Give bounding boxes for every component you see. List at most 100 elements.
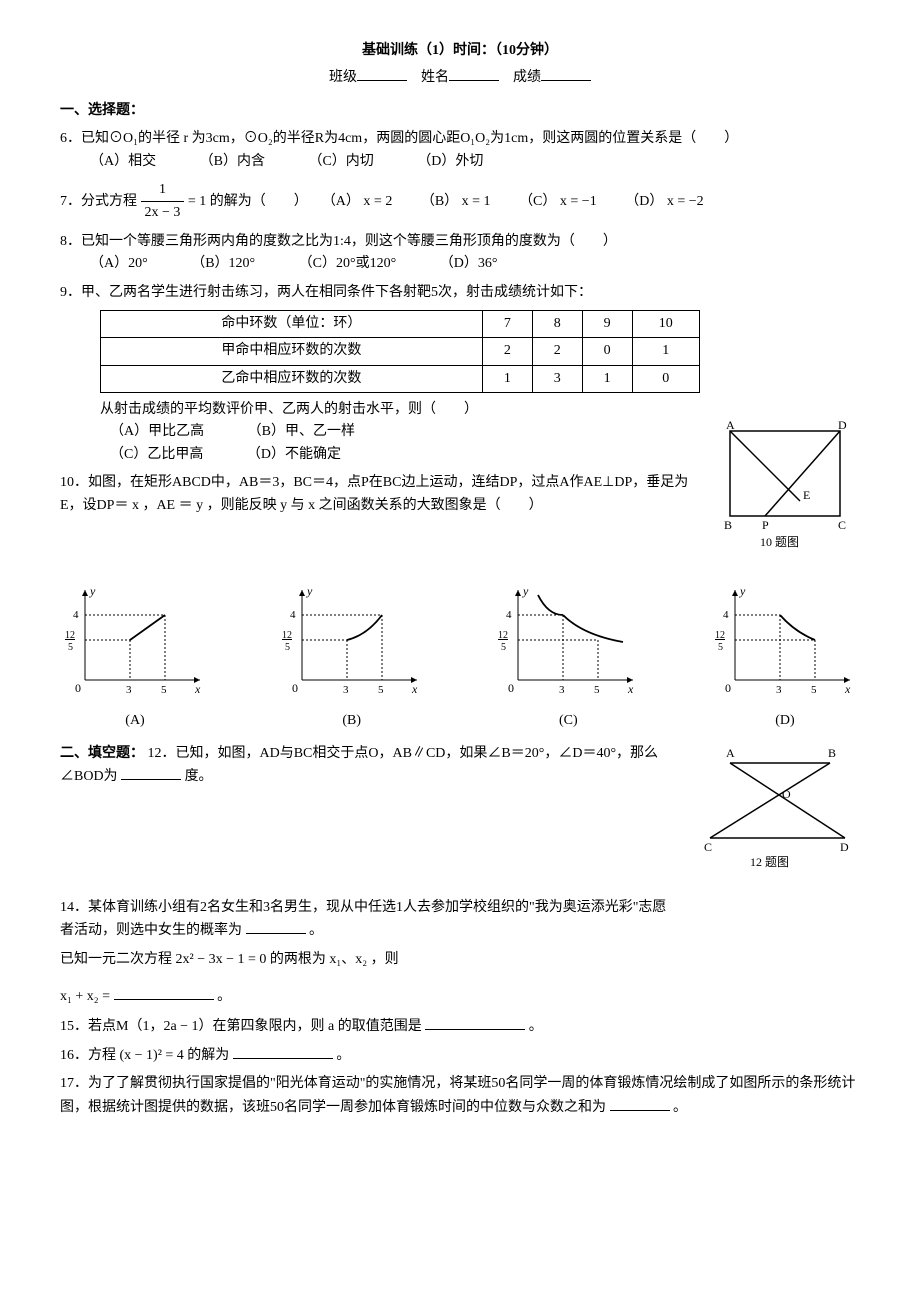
q10-opt-a-label: (A) <box>60 710 210 732</box>
svg-text:D: D <box>838 421 847 432</box>
q10-opt-b-label: (B) <box>277 710 427 732</box>
svg-text:5: 5 <box>378 684 384 696</box>
q7-opt-c: （C） x = −1 <box>519 194 597 209</box>
q9-table: 命中环数（单位：环） 7 8 9 10 甲命中相应环数的次数 2 2 0 1 乙… <box>100 310 700 393</box>
class-label: 班级 <box>329 70 357 85</box>
svg-text:x: x <box>627 682 634 696</box>
svg-text:12 题图: 12 题图 <box>750 855 789 869</box>
q9-r2c1: 1 <box>482 365 532 392</box>
svg-text:0: 0 <box>508 681 514 695</box>
svg-text:0: 0 <box>75 681 81 695</box>
q9-r1c0: 甲命中相应环数的次数 <box>101 338 483 365</box>
q17-blank <box>610 1096 670 1111</box>
q10: 10．如图，在矩形ABCD中，AB＝3，BC＝4，点P在BC边上运动，连结DP，… <box>60 472 860 570</box>
svg-text:5: 5 <box>501 642 506 653</box>
q15-stem: 15．若点M（1，2a − 1）在第四象限内，则 a 的取值范围是 <box>60 1019 422 1034</box>
svg-text:A: A <box>726 421 735 432</box>
q16-tail: 。 <box>336 1048 350 1063</box>
q6-opt-b: （B）内含 <box>200 151 265 173</box>
q10-opt-c-label: (C) <box>493 710 643 732</box>
svg-text:12: 12 <box>65 630 75 641</box>
score-label: 成绩 <box>513 70 541 85</box>
class-blank <box>357 66 407 81</box>
q9-r1c3: 0 <box>582 338 632 365</box>
svg-text:3: 3 <box>126 684 132 696</box>
svg-text:3: 3 <box>776 684 782 696</box>
q10-graphs: y x 0 4 12 5 3 5 (A) y x 0 <box>60 580 860 733</box>
q8-opt-c: （C）20°或120° <box>299 253 397 275</box>
q14-blank2 <box>114 985 214 1000</box>
q17-stem: 17．为了了解贯彻执行国家提倡的"阳光体育运动"的实施情况，将某班50名同学一周… <box>60 1076 855 1114</box>
q9-r2c2: 3 <box>532 365 582 392</box>
svg-text:12: 12 <box>498 630 508 641</box>
q9-th3: 9 <box>582 310 632 337</box>
q9: 9．甲、乙两名学生进行射击练习，两人在相同条件下各射靶5次，射击成绩统计如下： … <box>60 282 860 467</box>
page-title: 基础训练（1）时间：（10分钟） <box>60 40 860 62</box>
svg-text:A: A <box>726 746 735 760</box>
q7-stem-post: = 1 的解为（ ） <box>188 194 308 209</box>
q14-blank1 <box>246 919 306 934</box>
svg-text:5: 5 <box>68 642 73 653</box>
q8: 8．已知一个等腰三角形两内角的度数之比为1:4，则这个等腰三角形顶角的度数为（ … <box>60 231 860 276</box>
svg-text:3: 3 <box>343 684 349 696</box>
q14-line1-tail: 。 <box>309 923 323 938</box>
svg-text:y: y <box>89 584 96 598</box>
q7-frac-den: 2x − 3 <box>141 202 185 224</box>
q14-line2: 已知一元二次方程 2x² − 3x − 1 = 0 的两根为 x₁、x₂ ，则 <box>60 949 680 971</box>
q12-blank <box>121 765 181 780</box>
q9-th4: 10 <box>632 310 699 337</box>
svg-text:x: x <box>411 682 418 696</box>
score-blank <box>541 66 591 81</box>
q14: 14．某体育训练小组有2名女生和3名男生，现从中任选1人去参加学校组织的"我为奥… <box>60 897 680 1009</box>
q14-line3-tail: 。 <box>217 989 231 1004</box>
svg-text:12: 12 <box>715 630 725 641</box>
svg-text:4: 4 <box>506 609 512 621</box>
q12-figure: A B C D O 12 题图 <box>690 743 860 881</box>
q9-opt-c: （C）乙比甲高 <box>110 444 203 466</box>
svg-text:x: x <box>194 682 201 696</box>
q9-th0: 命中环数（单位：环） <box>101 310 483 337</box>
q10-opt-d-label: (D) <box>710 710 860 732</box>
svg-text:4: 4 <box>723 609 729 621</box>
q9-r2c3: 1 <box>582 365 632 392</box>
section-1-head: 一、选择题： <box>60 100 860 122</box>
svg-text:y: y <box>739 584 746 598</box>
q7: 7．分式方程 1 2x − 3 = 1 的解为（ ） （A） x = 2 （B）… <box>60 179 860 225</box>
svg-text:5: 5 <box>161 684 167 696</box>
q10-graph-a: y x 0 4 12 5 3 5 (A) <box>60 580 210 733</box>
section-2-head: 二、填空题： <box>60 746 144 761</box>
svg-text:y: y <box>522 584 529 598</box>
svg-text:12: 12 <box>282 630 292 641</box>
q6-stem: 6．已知⊙O₁的半径 r 为3cm，⊙O₂的半径R为4cm，两圆的圆心距O₁O₂… <box>60 128 860 150</box>
svg-text:0: 0 <box>292 681 298 695</box>
q10-graph-d: y x 0 4 12 5 3 5 (D) <box>710 580 860 733</box>
svg-text:C: C <box>704 840 712 854</box>
section-2-and-q12: A B C D O 12 题图 二、填空题： 12．已知，如图，AD与BC相交于… <box>60 743 860 891</box>
q7-opt-d: （D） x = −2 <box>625 194 703 209</box>
q9-opt-a: （A）甲比乙高 <box>110 421 204 443</box>
q6-opt-a: （A）相交 <box>90 151 156 173</box>
q10-graph-c: y x 0 4 12 5 3 5 (C) <box>493 580 643 733</box>
svg-text:0: 0 <box>725 681 731 695</box>
q17-tail: 。 <box>673 1100 687 1115</box>
q14-line1: 14．某体育训练小组有2名女生和3名男生，现从中任选1人去参加学校组织的"我为奥… <box>60 900 666 938</box>
q7-fraction: 1 2x − 3 <box>141 179 185 225</box>
q7-stem-pre: 7．分式方程 <box>60 194 141 209</box>
q7-opt-a: （A） x = 2 <box>322 194 393 209</box>
q9-r1c2: 2 <box>532 338 582 365</box>
q9-opt-d: （D）不能确定 <box>247 444 341 466</box>
svg-text:3: 3 <box>559 684 565 696</box>
q7-frac-num: 1 <box>141 179 185 202</box>
q9-opt-b: （B）甲、乙一样 <box>248 421 355 443</box>
q15-blank <box>425 1015 525 1030</box>
q9-r2c0: 乙命中相应环数的次数 <box>101 365 483 392</box>
q8-opt-a: （A）20° <box>90 253 148 275</box>
svg-text:D: D <box>840 840 849 854</box>
q8-opt-d: （D）36° <box>440 253 498 275</box>
svg-text:B: B <box>828 746 836 760</box>
q9-th1: 7 <box>482 310 532 337</box>
q9-tail: 从射击成绩的平均数评价甲、乙两人的射击水平，则（ ） <box>100 399 860 421</box>
name-label: 姓名 <box>421 70 449 85</box>
q16-stem: 16．方程 (x − 1)² = 4 的解为 <box>60 1048 229 1063</box>
svg-text:5: 5 <box>594 684 600 696</box>
